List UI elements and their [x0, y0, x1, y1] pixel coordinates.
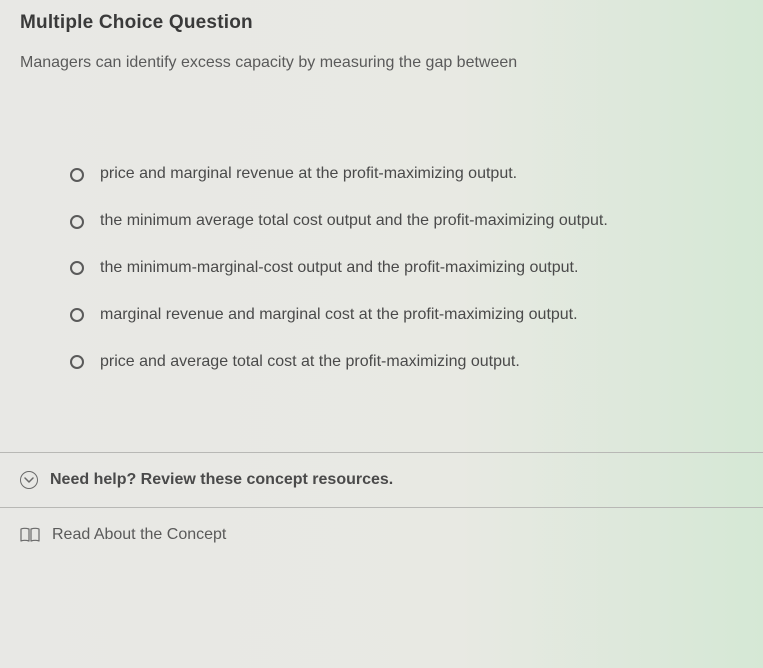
question-type-title: Multiple Choice Question	[20, 12, 763, 34]
radio-icon	[70, 168, 84, 182]
radio-icon	[70, 215, 84, 229]
radio-icon	[70, 308, 84, 322]
option-2[interactable]: the minimum average total cost output an…	[70, 211, 763, 232]
option-1[interactable]: price and marginal revenue at the profit…	[70, 164, 763, 185]
read-concept-link[interactable]: Read About the Concept	[0, 508, 763, 562]
help-header-text: Need help? Review these concept resource…	[50, 471, 393, 489]
chevron-down-icon	[20, 471, 38, 489]
help-toggle[interactable]: Need help? Review these concept resource…	[0, 453, 763, 508]
option-label: price and average total cost at the prof…	[100, 352, 520, 373]
option-label: the minimum-marginal-cost output and the…	[100, 258, 578, 279]
option-4[interactable]: marginal revenue and marginal cost at th…	[70, 305, 763, 326]
option-label: the minimum average total cost output an…	[100, 211, 608, 232]
help-section: Need help? Review these concept resource…	[0, 452, 763, 562]
radio-icon	[70, 355, 84, 369]
option-3[interactable]: the minimum-marginal-cost output and the…	[70, 258, 763, 279]
book-icon	[20, 527, 40, 543]
question-prompt: Managers can identify excess capacity by…	[20, 52, 763, 74]
option-label: price and marginal revenue at the profit…	[100, 164, 517, 185]
option-5[interactable]: price and average total cost at the prof…	[70, 352, 763, 373]
read-concept-text: Read About the Concept	[52, 526, 226, 544]
option-label: marginal revenue and marginal cost at th…	[100, 305, 578, 326]
radio-icon	[70, 261, 84, 275]
options-group: price and marginal revenue at the profit…	[20, 164, 763, 372]
